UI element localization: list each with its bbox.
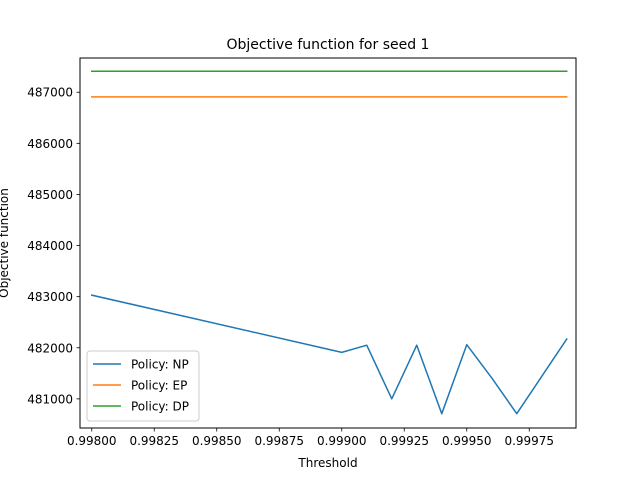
x-tick-label: 0.99800 bbox=[67, 434, 117, 448]
x-tick-label: 0.99900 bbox=[317, 434, 367, 448]
legend-label: Policy: NP bbox=[131, 358, 189, 372]
y-tick-label: 485000 bbox=[27, 188, 73, 202]
x-tick-label: 0.99850 bbox=[192, 434, 242, 448]
x-tick-label: 0.99950 bbox=[442, 434, 492, 448]
x-tick-label: 0.99975 bbox=[504, 434, 554, 448]
series-layer bbox=[90, 70, 568, 415]
x-axis: 0.99800 0.99825 0.99850 0.99875 0.99900 0.999… bbox=[67, 428, 554, 448]
x-tick-label: 0.99925 bbox=[379, 434, 429, 448]
legend-label: Policy: DP bbox=[131, 400, 189, 414]
legend: Policy: NP Policy: EP Policy: DP bbox=[86, 350, 200, 422]
y-axis-label: Objective function bbox=[0, 188, 11, 298]
series-line-0 bbox=[90, 294, 568, 415]
y-tick-label: 483000 bbox=[27, 290, 73, 304]
y-tick-label: 481000 bbox=[27, 392, 73, 406]
x-axis-label: Threshold bbox=[297, 456, 357, 470]
x-tick-label: 0.99875 bbox=[254, 434, 304, 448]
y-tick-label: 482000 bbox=[27, 341, 73, 355]
y-tick-label: 486000 bbox=[27, 137, 73, 151]
y-tick-label: 484000 bbox=[27, 239, 73, 253]
legend-label: Policy: EP bbox=[131, 379, 187, 393]
plot-area-frame bbox=[79, 57, 577, 429]
x-tick-label: 0.99825 bbox=[129, 434, 179, 448]
y-axis: 481000 482000 483000 484000 485000 486000 4870… bbox=[27, 86, 80, 406]
chart-title: Objective function for seed 1 bbox=[227, 37, 430, 53]
y-tick-label: 487000 bbox=[27, 86, 73, 100]
legend-frame bbox=[86, 350, 200, 422]
